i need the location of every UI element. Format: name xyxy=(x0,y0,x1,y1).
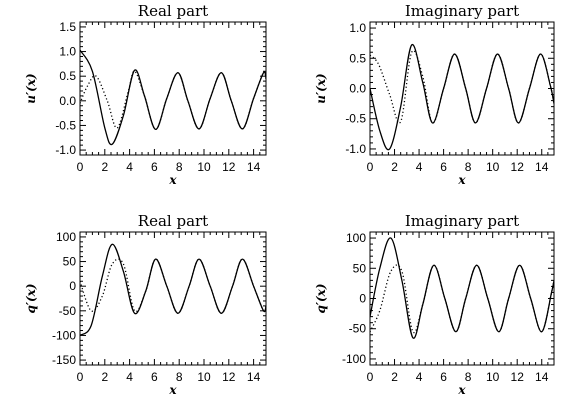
x-tick-label: 6 xyxy=(440,370,447,384)
x-tick-label: 12 xyxy=(222,160,236,174)
x-tick-label: 10 xyxy=(197,370,211,384)
x-tick-label: 4 xyxy=(416,370,423,384)
y-tick-label: 100 xyxy=(56,230,76,244)
x-tick-label: 4 xyxy=(126,160,133,174)
x-tick-label: 14 xyxy=(247,370,261,384)
solid-series-line xyxy=(370,44,554,151)
x-axis-label: x xyxy=(457,173,466,187)
y-tick-label: 0.0 xyxy=(349,82,366,96)
dotted-series-line xyxy=(370,49,554,124)
x-tick-label: 14 xyxy=(535,370,549,384)
x-tick-label: 0 xyxy=(77,370,84,384)
plot-frame xyxy=(369,21,555,156)
solid-series-line xyxy=(80,49,266,146)
y-tick-label: 0.5 xyxy=(59,69,76,83)
y-tick-label: -50 xyxy=(349,322,367,336)
x-tick-label: 14 xyxy=(247,160,261,174)
y-tick-label: 1.0 xyxy=(59,45,76,59)
x-tick-label: 8 xyxy=(176,160,183,174)
solid-series-line xyxy=(80,243,266,337)
y-tick-label: 0.5 xyxy=(349,51,366,65)
y-tick-label: -50 xyxy=(59,304,77,318)
x-tick-label: 4 xyxy=(126,370,133,384)
chart-panel-3: 0 2 4 6 8 10 12 14 -150 -100 -50 0 50 100 Real part x q′… xyxy=(24,212,267,397)
x-tick-label: 8 xyxy=(465,160,472,174)
y-tick-label: -0.5 xyxy=(55,118,76,132)
chart-title: Real part xyxy=(138,2,208,20)
plot-frame xyxy=(369,231,555,366)
y-tick-label: -1.0 xyxy=(55,143,76,157)
chart-title: Imaginary part xyxy=(405,212,519,230)
dotted-series-line xyxy=(370,264,554,334)
x-tick-label: 8 xyxy=(176,370,183,384)
y-tick-label: 100 xyxy=(346,231,366,245)
x-tick-label: 12 xyxy=(511,160,525,174)
x-tick-label: 8 xyxy=(465,370,472,384)
solid-series-line xyxy=(370,237,554,339)
x-tick-label: 2 xyxy=(101,370,108,384)
y-tick-label: 0.0 xyxy=(59,94,76,108)
chart-panel-4: 0 2 4 6 8 10 12 14 -100 -50 0 50 100 Imaginary part x q… xyxy=(314,212,555,397)
y-tick-label: 50 xyxy=(353,261,367,275)
x-tick-label: 0 xyxy=(367,370,374,384)
y-tick-label: -1.0 xyxy=(345,142,366,156)
x-axis-label: x xyxy=(168,173,177,187)
chart-panel-1: 0 2 4 6 8 10 12 14 -1.0 -0.5 0.0 0.5 1.0 1.5 Real part… xyxy=(24,2,267,187)
x-tick-label: 6 xyxy=(151,370,158,384)
x-axis-label: x xyxy=(457,383,466,397)
x-tick-label: 10 xyxy=(486,370,500,384)
x-tick-label: 10 xyxy=(486,160,500,174)
dotted-series-line xyxy=(80,70,266,131)
x-axis-label: x xyxy=(168,383,177,397)
y-axis-label: q′(x) xyxy=(314,283,328,313)
x-tick-label: 6 xyxy=(151,160,158,174)
y-axis-label: u′(x) xyxy=(314,73,328,103)
y-tick-label: 0 xyxy=(359,292,366,306)
y-tick-label: 1.5 xyxy=(59,20,76,34)
x-tick-label: 12 xyxy=(222,370,236,384)
y-tick-label: 1.0 xyxy=(349,21,366,35)
y-tick-label: -0.5 xyxy=(345,112,366,126)
y-tick-label: 50 xyxy=(63,255,77,269)
x-tick-label: 2 xyxy=(391,370,398,384)
x-tick-label: 0 xyxy=(367,160,374,174)
x-tick-label: 2 xyxy=(391,160,398,174)
y-axis-label: u′(x) xyxy=(24,73,38,103)
x-tick-label: 2 xyxy=(101,160,108,174)
x-tick-label: 4 xyxy=(416,160,423,174)
y-tick-label: -150 xyxy=(52,353,76,367)
x-tick-label: 6 xyxy=(440,160,447,174)
plot-frame xyxy=(79,21,267,156)
chart-panel-2: 0 2 4 6 8 10 12 14 -1.0 -0.5 0.0 0.5 1.0 Imaginary pa… xyxy=(314,2,555,187)
x-tick-label: 14 xyxy=(535,160,549,174)
y-axis-label: q′(x) xyxy=(24,283,38,313)
dotted-series-line xyxy=(80,258,266,314)
y-tick-label: -100 xyxy=(52,328,76,342)
x-tick-label: 0 xyxy=(77,160,84,174)
x-tick-label: 12 xyxy=(511,370,525,384)
chart-title: Real part xyxy=(138,212,208,230)
y-tick-label: 0 xyxy=(69,279,76,293)
x-tick-label: 10 xyxy=(197,160,211,174)
chart-title: Imaginary part xyxy=(405,2,519,20)
y-tick-label: -100 xyxy=(342,352,366,366)
